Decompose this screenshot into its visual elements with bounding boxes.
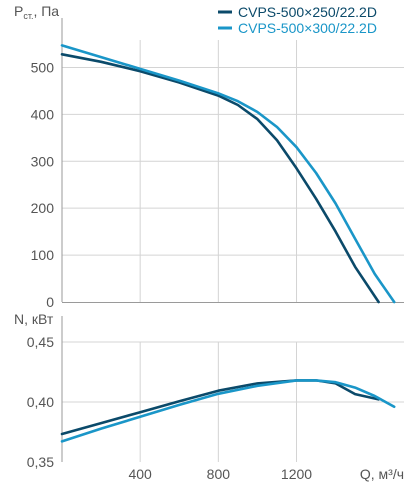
series-line (60, 379, 396, 443)
y-tick-label: 300 (31, 153, 55, 169)
legend-label: CVPS-500×250/22.2D (238, 4, 377, 20)
series-line (60, 379, 380, 436)
y-tick-label: 0 (46, 294, 54, 310)
y-tick-label: 0,45 (27, 334, 54, 350)
y-tick-label: 500 (31, 59, 55, 75)
x-tick-label: 400 (128, 466, 152, 482)
y-tick-label: 200 (31, 200, 55, 216)
y-axis-label: N, кВт (14, 311, 54, 327)
pressure-chart: 0 100 200 300 400 500 Pст., Па (14, 3, 404, 310)
y-tick-label: 400 (31, 106, 55, 122)
x-tick-label: 1200 (281, 466, 312, 482)
x-tick-label: 800 (207, 466, 231, 482)
y-axis-label: Pст., Па (14, 3, 59, 21)
y-tick-label: 0,40 (27, 394, 54, 410)
y-tick-label: 100 (31, 247, 55, 263)
series-line (60, 44, 396, 304)
x-axis-label: Q, м³/ч (360, 466, 404, 482)
legend-label: CVPS-500×300/22.2D (238, 20, 377, 36)
power-chart: 0,35 0,40 0,45 400 800 1200 N, кВт Q, м³/ч (14, 311, 404, 482)
series-line (60, 53, 380, 304)
y-tick-label: 0,35 (27, 454, 54, 470)
